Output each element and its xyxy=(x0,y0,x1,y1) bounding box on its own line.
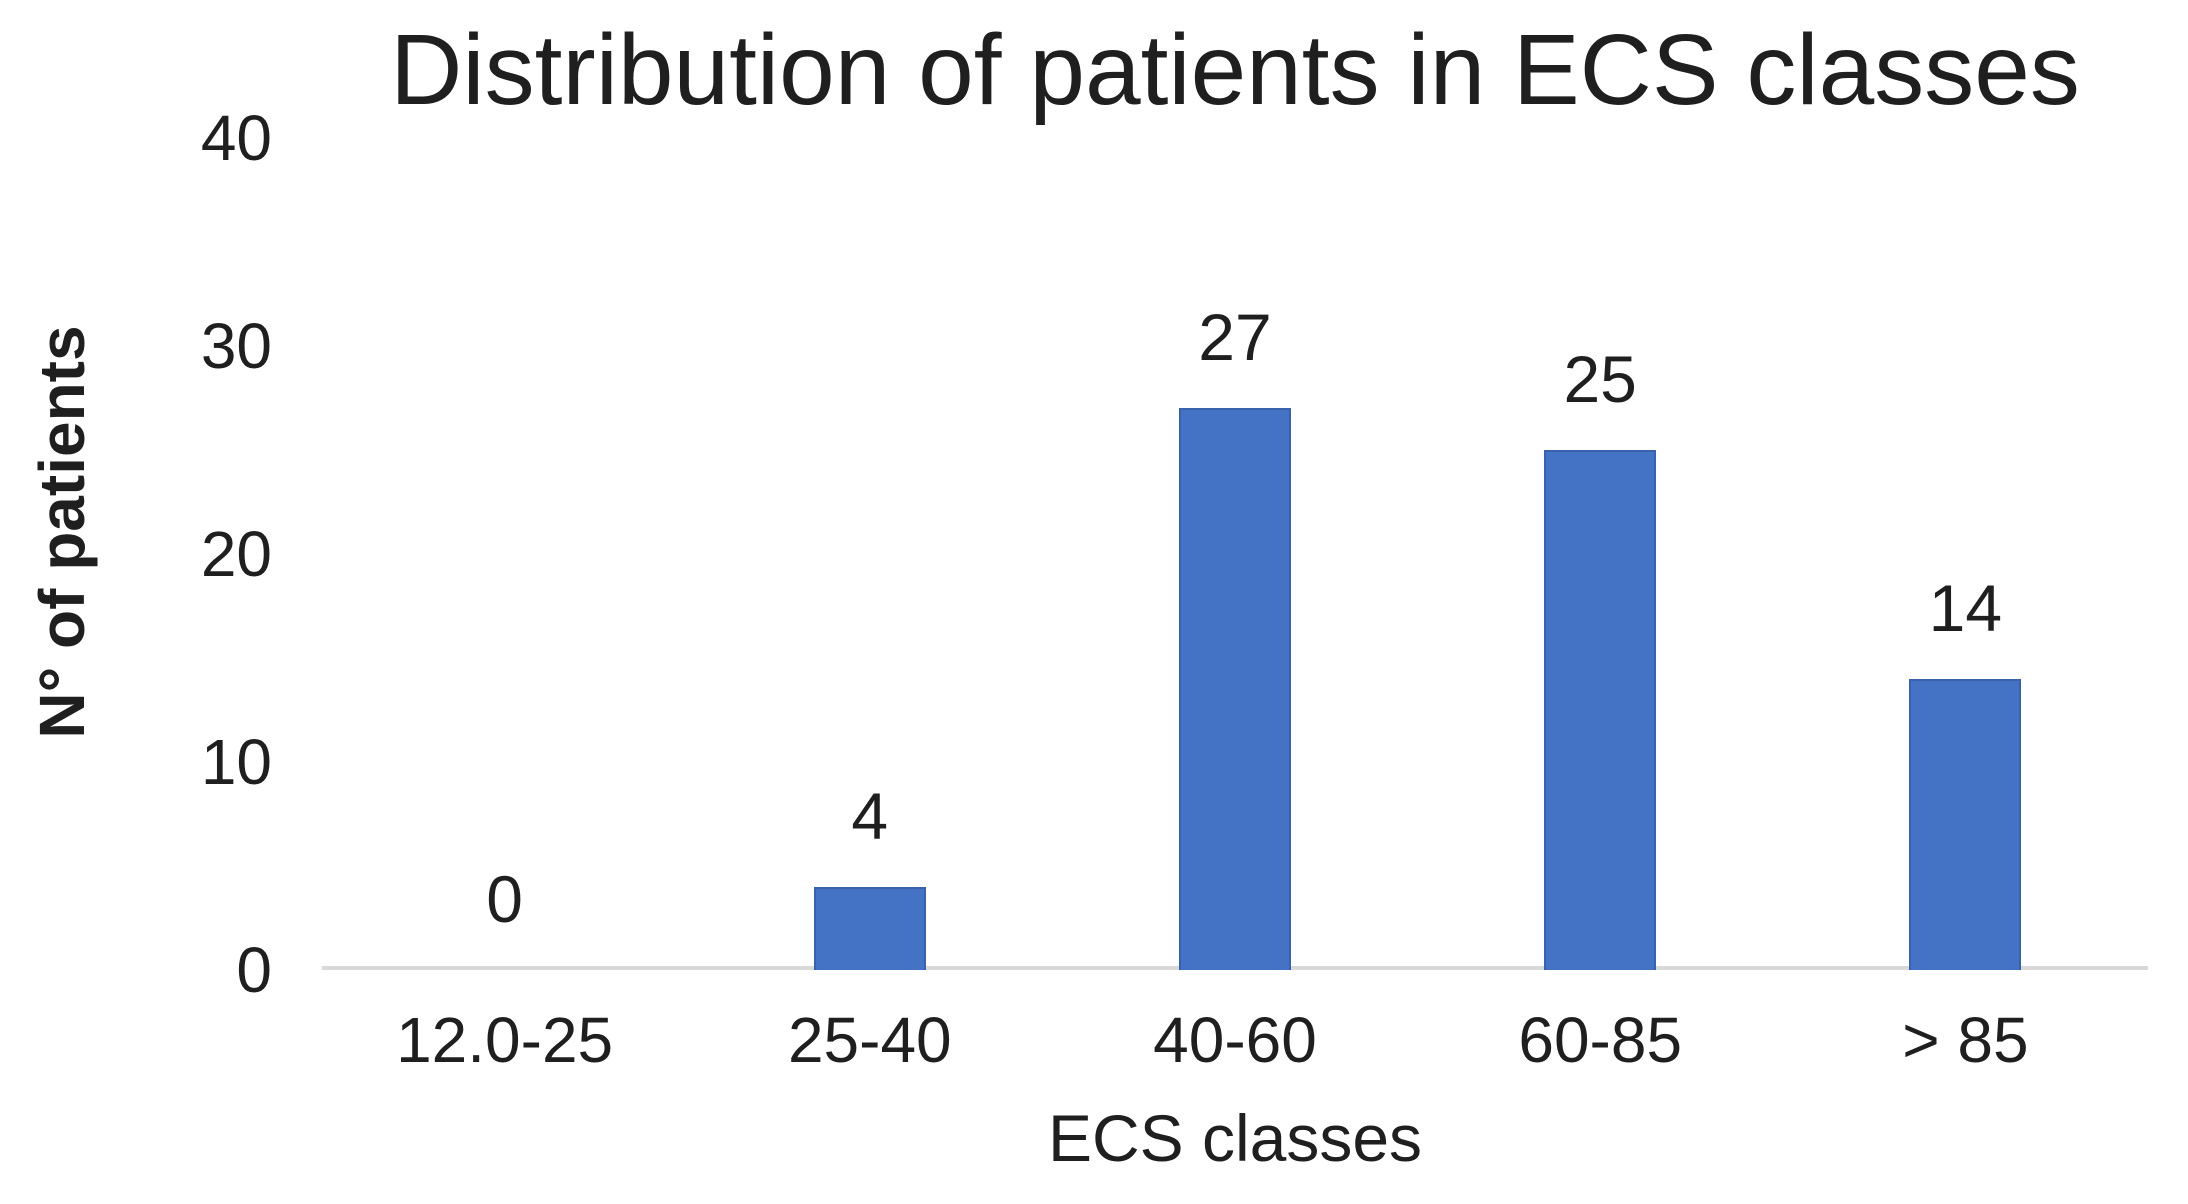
bar xyxy=(1179,408,1291,970)
y-tick-label: 10 xyxy=(200,726,272,798)
y-tick-label: 20 xyxy=(200,518,272,590)
y-tick-label: 40 xyxy=(200,102,272,174)
y-axis-title: N° of patients xyxy=(26,325,98,739)
chart-title: Distribution of patients in ECS classes xyxy=(390,14,2080,126)
plot-area: 0 4 27 25 14 xyxy=(322,138,2148,970)
bar-value-label: 27 xyxy=(1198,300,1272,375)
x-tick-label: 40-60 xyxy=(1153,1004,1317,1076)
bar-value-label: 14 xyxy=(1928,570,2003,645)
bar xyxy=(813,886,926,970)
x-axis-title: ECS classes xyxy=(1047,1101,1423,1175)
x-tick-label: 60-85 xyxy=(1518,1004,1683,1076)
x-tick-label: > 85 xyxy=(1902,1004,2029,1076)
bar xyxy=(1544,450,1657,970)
y-tick-label: 0 xyxy=(236,934,272,1006)
bar-value-label: 25 xyxy=(1563,342,1637,416)
bar-value-label: 0 xyxy=(486,862,523,936)
bar-value-label: 4 xyxy=(851,778,889,853)
x-tick-label: 25-40 xyxy=(787,1004,952,1076)
bar xyxy=(1909,678,2022,970)
y-tick-label: 30 xyxy=(200,310,272,382)
x-tick-label: 12.0-25 xyxy=(396,1004,614,1076)
